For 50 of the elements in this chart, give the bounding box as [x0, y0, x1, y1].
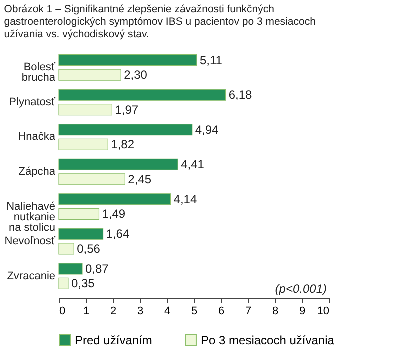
- y-tick-label: Zvracanie: [7, 270, 56, 282]
- legend-label: Po 3 mesiacoch užívania: [201, 333, 335, 348]
- data-label: 1,64: [106, 227, 130, 242]
- bar: [58, 54, 198, 66]
- data-label: 5,11: [200, 53, 223, 68]
- bar: [58, 208, 100, 220]
- chart-title: Obrázok 1 – Signifikantné zlepšenie závažnosti funkčných gastroenterologických symptómov IBS u pacientov po 3 mesiacoch užívania vs. východiskový stav.: [4, 4, 316, 40]
- y-tick-label: Hnačka: [18, 131, 56, 144]
- x-tick-label: 9: [299, 306, 306, 318]
- x-tick-label: 2: [110, 306, 117, 318]
- data-label: 4,94: [195, 122, 220, 137]
- legend-label: Pred užívaním: [75, 333, 152, 348]
- data-label: 2,45: [128, 172, 152, 186]
- x-tick-label: 7: [245, 306, 252, 318]
- x-tick-label: 8: [272, 306, 279, 318]
- bar: [58, 124, 193, 136]
- data-label: 6,18: [228, 88, 253, 102]
- x-tick-label: 4: [164, 306, 171, 318]
- bar: [58, 228, 104, 240]
- bar: [58, 89, 226, 101]
- bar: [58, 138, 108, 150]
- y-tick-label: Naliehavé nutkanie na stolicu: [6, 200, 56, 234]
- bar: [58, 278, 69, 290]
- x-tick-label: 5: [191, 306, 198, 318]
- y-tick-label: Bolesť brucha: [22, 62, 56, 84]
- bar: [58, 104, 112, 116]
- x-tick-label: 6: [218, 306, 225, 318]
- bar: [58, 263, 83, 275]
- data-label: 1,49: [102, 207, 126, 222]
- data-label: 4,41: [181, 158, 205, 172]
- bar: [58, 69, 122, 81]
- y-tick-label: Zápcha: [18, 166, 56, 178]
- bar: [58, 194, 172, 206]
- annotation: (p<0.001): [275, 282, 328, 296]
- bar: [58, 174, 126, 186]
- data-label: 1,82: [111, 138, 135, 152]
- x-tick-label: 10: [317, 306, 330, 318]
- data-label: 2,30: [124, 68, 148, 82]
- y-tick-label: Nevoľnosť: [4, 236, 56, 248]
- bar: [58, 243, 74, 255]
- x-tick-label: 1: [83, 306, 90, 318]
- data-label: 4,14: [174, 192, 198, 206]
- data-label: 1,97: [115, 102, 139, 117]
- x-tick-label: 0: [60, 306, 66, 318]
- data-label: 0,56: [77, 242, 101, 256]
- y-tick-label: Plynatosť: [9, 96, 56, 108]
- bar: [58, 158, 178, 170]
- data-label: 0,35: [71, 276, 96, 291]
- x-tick-label: 3: [137, 306, 144, 318]
- data-label: 0,87: [85, 262, 110, 276]
